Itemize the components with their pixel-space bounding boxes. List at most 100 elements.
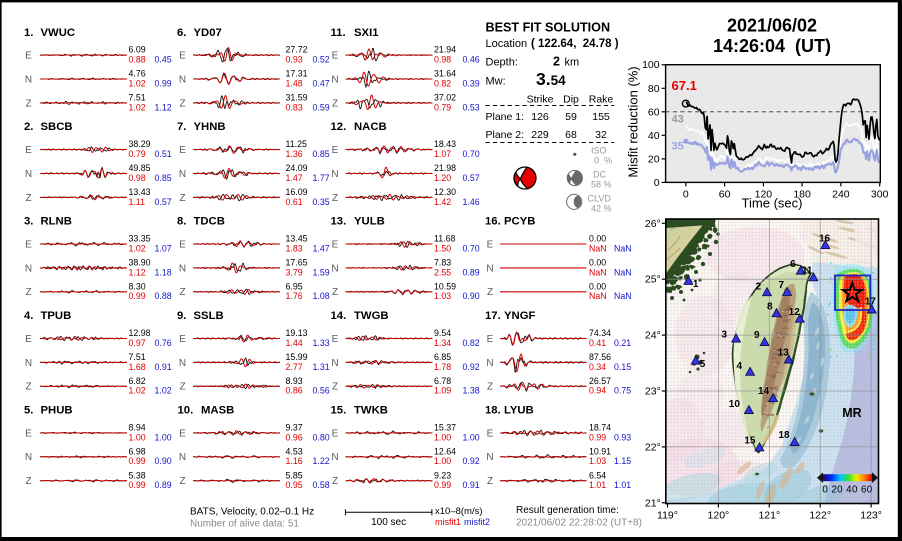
svg-text:12.98: 12.98	[129, 328, 151, 338]
svg-text:LYUB: LYUB	[504, 405, 534, 417]
svg-text:E: E	[332, 51, 339, 62]
svg-text:NaN: NaN	[614, 267, 632, 277]
svg-text:1.00: 1.00	[155, 432, 172, 442]
svg-text:Location: Location	[486, 38, 528, 50]
svg-text:1.03: 1.03	[434, 291, 451, 301]
svg-text:0.82: 0.82	[434, 78, 451, 88]
svg-text:120: 120	[755, 188, 773, 200]
svg-text:1.47: 1.47	[313, 243, 330, 253]
svg-text:6.09: 6.09	[129, 45, 146, 55]
svg-text:25°: 25°	[645, 274, 661, 286]
svg-text:0: 0	[654, 177, 660, 189]
svg-text:N: N	[25, 452, 32, 463]
svg-text:1.08: 1.08	[313, 291, 330, 301]
svg-text:E: E	[179, 239, 186, 250]
svg-text:31.59: 31.59	[286, 93, 308, 103]
svg-text:1.00: 1.00	[463, 432, 480, 442]
svg-text:MR: MR	[842, 406, 861, 420]
svg-text:1.07: 1.07	[155, 243, 172, 253]
svg-text:7.51: 7.51	[129, 352, 146, 362]
svg-text:1.34: 1.34	[434, 338, 451, 348]
svg-text:0.57: 0.57	[463, 173, 480, 183]
svg-text:9.37: 9.37	[286, 423, 303, 433]
svg-text:42 %: 42 %	[591, 204, 612, 214]
svg-text:1.12: 1.12	[129, 267, 146, 277]
svg-text:1.01: 1.01	[589, 480, 606, 490]
svg-text:26°: 26°	[645, 218, 661, 230]
svg-text:RLNB: RLNB	[41, 216, 72, 228]
svg-text:16.: 16.	[485, 216, 501, 228]
svg-text:120°: 120°	[708, 510, 730, 522]
svg-text:123°: 123°	[860, 510, 882, 522]
svg-text:YNGF: YNGF	[504, 310, 535, 322]
svg-text:9.23: 9.23	[434, 470, 451, 480]
svg-text:Z: Z	[179, 382, 185, 393]
svg-text:122°: 122°	[809, 510, 831, 522]
svg-text:1.31: 1.31	[313, 362, 330, 372]
svg-text:1.02: 1.02	[129, 243, 146, 253]
svg-text:0.61: 0.61	[286, 197, 303, 207]
svg-text:0.57: 0.57	[155, 197, 172, 207]
svg-text:DC: DC	[593, 170, 606, 180]
svg-text:0.39: 0.39	[463, 78, 480, 88]
svg-text:2: 2	[553, 55, 560, 69]
svg-text:12.64: 12.64	[434, 446, 456, 456]
svg-text:12.: 12.	[331, 121, 347, 133]
svg-text:0.15: 0.15	[614, 362, 631, 372]
svg-text:0.52: 0.52	[313, 55, 330, 65]
svg-text:N: N	[486, 358, 493, 369]
svg-text:Strike: Strike	[527, 93, 554, 105]
svg-text:km: km	[565, 57, 580, 69]
svg-text:0.92: 0.92	[463, 456, 480, 466]
svg-text:16: 16	[819, 234, 831, 245]
svg-text:1.02: 1.02	[129, 386, 146, 396]
svg-text:38.29: 38.29	[129, 139, 151, 149]
svg-text:119°: 119°	[657, 510, 678, 522]
svg-text:229: 229	[531, 129, 549, 141]
svg-text:N: N	[179, 74, 186, 85]
svg-text:16.09: 16.09	[286, 187, 308, 197]
svg-text:21.98: 21.98	[434, 163, 456, 173]
svg-text:5: 5	[700, 359, 706, 370]
svg-text:10.: 10.	[178, 405, 194, 417]
svg-text:Z: Z	[25, 98, 31, 109]
svg-text:0.56: 0.56	[313, 386, 330, 396]
svg-text:TWKB: TWKB	[354, 405, 388, 417]
svg-text:1.03: 1.03	[589, 456, 606, 466]
svg-text:0.75: 0.75	[614, 386, 631, 396]
svg-text:E: E	[25, 428, 32, 439]
svg-text:18.43: 18.43	[434, 139, 456, 149]
svg-text:Z: Z	[25, 476, 31, 487]
svg-text:15.37: 15.37	[434, 423, 456, 433]
svg-text:7.: 7.	[177, 121, 186, 133]
svg-text:6.95: 6.95	[286, 281, 303, 291]
svg-text:0.99: 0.99	[129, 480, 146, 490]
svg-text:155: 155	[592, 111, 610, 123]
svg-text:0.90: 0.90	[463, 291, 480, 301]
svg-text:19.13: 19.13	[286, 328, 308, 338]
svg-text:Z: Z	[332, 193, 338, 204]
svg-text:23°: 23°	[645, 386, 661, 398]
svg-text:E: E	[332, 145, 339, 156]
svg-text:22°: 22°	[645, 441, 661, 453]
svg-text:Z: Z	[487, 476, 493, 487]
svg-text:1.02: 1.02	[155, 386, 172, 396]
svg-text:N: N	[179, 169, 186, 180]
svg-text:17.31: 17.31	[286, 69, 308, 79]
svg-text:12: 12	[789, 307, 801, 318]
svg-text:Plane 1:: Plane 1:	[486, 111, 525, 123]
svg-text:17: 17	[865, 297, 877, 308]
svg-text:Z: Z	[179, 193, 185, 204]
svg-text:0.41: 0.41	[589, 338, 606, 348]
svg-text:ISO: ISO	[591, 146, 607, 156]
svg-text:E: E	[332, 428, 339, 439]
svg-text:N: N	[25, 358, 32, 369]
svg-text:8.93: 8.93	[286, 376, 303, 386]
svg-text:11: 11	[802, 265, 813, 276]
svg-text:0.95: 0.95	[286, 480, 303, 490]
svg-text:0.93: 0.93	[286, 55, 303, 65]
svg-text:N: N	[331, 169, 338, 180]
svg-text:0.90: 0.90	[155, 456, 172, 466]
svg-text:1.68: 1.68	[129, 362, 146, 372]
svg-text:E: E	[179, 145, 186, 156]
